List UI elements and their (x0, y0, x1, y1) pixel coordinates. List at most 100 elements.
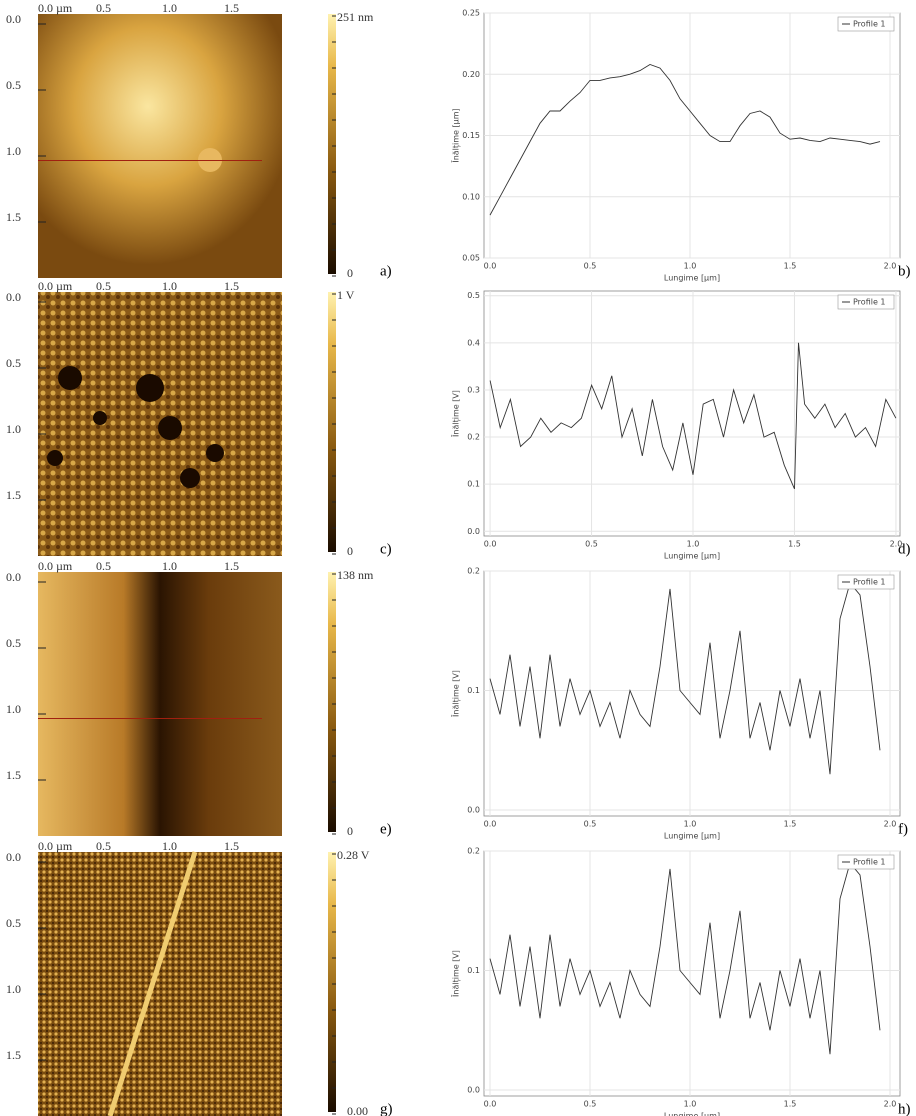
x-tick-label: 2.0 (884, 262, 897, 271)
x-tick-label: 1.0 (684, 1100, 697, 1109)
plot-area (483, 570, 901, 817)
panel-label: a) (380, 263, 392, 279)
afm-x-label: 1.5 (224, 279, 239, 293)
y-tick-label: 0.1 (467, 686, 480, 695)
x-tick-label: 1.0 (684, 262, 697, 271)
y-tick-label: 0.10 (462, 192, 480, 201)
x-tick-label: 2.0 (884, 820, 897, 829)
afm-y-label: 0.0 (6, 290, 21, 304)
y-tick-label: 0.1 (467, 966, 480, 975)
legend-box (837, 854, 895, 870)
afm-x-label: 1.0 (162, 839, 177, 853)
afm-pore (206, 444, 224, 462)
afm-x-label: 0.5 (96, 1, 111, 15)
plot-area (483, 290, 901, 537)
colorbar (328, 572, 336, 832)
profile-line (489, 582, 881, 775)
scale-max: 0.28 V (337, 848, 370, 862)
y-axis-label: Înălțime [µm] (450, 108, 462, 163)
x-tick-label: 0.0 (484, 820, 497, 829)
afm-pore (136, 374, 164, 402)
y-tick-label: 0.2 (467, 567, 480, 576)
x-tick-label: 0.5 (584, 262, 597, 271)
y-tick-label: 0.0 (467, 1086, 480, 1095)
x-axis-label: Lungime [µm] (664, 552, 720, 561)
afm-x-label: 0.0 µm (38, 559, 73, 573)
x-tick-label: 0.5 (584, 820, 597, 829)
afm-x-label: 0.5 (96, 559, 111, 573)
afm-y-label: 1.5 (6, 768, 21, 782)
y-tick-label: 0.0 (467, 527, 480, 536)
panel-label: h) (898, 1101, 911, 1116)
afm-y-label: 0.0 (6, 570, 21, 584)
scale-min: 0 (347, 266, 353, 280)
afm-y-label: 1.5 (6, 210, 21, 224)
y-tick-label: 0.0 (467, 806, 480, 815)
y-axis-label: Înălțime [V] (450, 950, 462, 998)
scale-min: 0.00 (347, 1104, 368, 1116)
panel-label: b) (898, 263, 911, 279)
colorbar (328, 852, 336, 1112)
x-axis-label: Lungime [µm] (664, 1112, 720, 1116)
x-tick-label: 1.5 (784, 1100, 797, 1109)
legend-box (837, 16, 895, 32)
profile-line (489, 862, 881, 1055)
x-tick-label: 1.0 (687, 540, 700, 549)
afm-x-label: 1.5 (224, 559, 239, 573)
x-tick-label: 0.0 (484, 262, 497, 271)
afm-x-label: 1.5 (224, 1, 239, 15)
y-tick-label: 0.5 (467, 291, 480, 300)
afm-pore (158, 416, 182, 440)
y-axis-label: Înălțime [V] (450, 670, 462, 718)
plot-area (483, 850, 901, 1097)
x-tick-label: 0.0 (484, 540, 497, 549)
afm-y-label: 0.5 (6, 636, 21, 650)
afm-y-label: 1.0 (6, 702, 21, 716)
x-axis-label: Lungime [µm] (664, 832, 720, 841)
afm-y-label: 1.0 (6, 982, 21, 996)
scale-min: 0 (347, 824, 353, 838)
afm-y-label: 1.0 (6, 144, 21, 158)
x-tick-label: 1.5 (784, 820, 797, 829)
y-tick-label: 0.25 (462, 9, 480, 18)
profile-line (38, 160, 262, 161)
x-tick-label: 0.5 (584, 1100, 597, 1109)
y-tick-label: 0.15 (462, 131, 480, 140)
afm-x-label: 0.5 (96, 839, 111, 853)
afm-image (38, 852, 282, 1116)
profile-line (38, 718, 262, 719)
x-axis-label: Lungime [µm] (664, 274, 720, 283)
afm-y-label: 1.5 (6, 488, 21, 502)
afm-y-label: 0.0 (6, 850, 21, 864)
afm-x-label: 1.0 (162, 559, 177, 573)
profile-line (489, 342, 897, 490)
y-tick-label: 0.20 (462, 70, 480, 79)
x-tick-label: 0.0 (484, 1100, 497, 1109)
panel-label: g) (380, 1101, 393, 1116)
scale-max: 251 nm (337, 10, 374, 24)
scale-max: 138 nm (337, 568, 374, 582)
legend-label: Profile 1 (853, 298, 886, 307)
y-tick-label: 0.2 (467, 847, 480, 856)
y-tick-label: 0.1 (467, 480, 480, 489)
afm-pore (47, 450, 63, 466)
x-tick-label: 1.5 (784, 262, 797, 271)
afm-x-label: 0.0 µm (38, 839, 73, 853)
y-tick-label: 0.4 (467, 338, 480, 347)
x-tick-label: 2.0 (890, 540, 903, 549)
colorbar (328, 292, 336, 552)
afm-x-label: 0.5 (96, 279, 111, 293)
y-tick-label: 0.05 (462, 254, 480, 263)
legend-label: Profile 1 (853, 20, 886, 29)
legend-label: Profile 1 (853, 858, 886, 867)
scale-max: 1 V (337, 288, 355, 302)
legend-box (837, 294, 895, 310)
panel-label: e) (380, 821, 392, 837)
afm-pore (180, 468, 200, 488)
panel-label: c) (380, 541, 392, 557)
afm-x-label: 0.0 µm (38, 1, 73, 15)
afm-x-label: 1.0 (162, 279, 177, 293)
scale-min: 0 (347, 544, 353, 558)
y-tick-label: 0.3 (467, 385, 480, 394)
